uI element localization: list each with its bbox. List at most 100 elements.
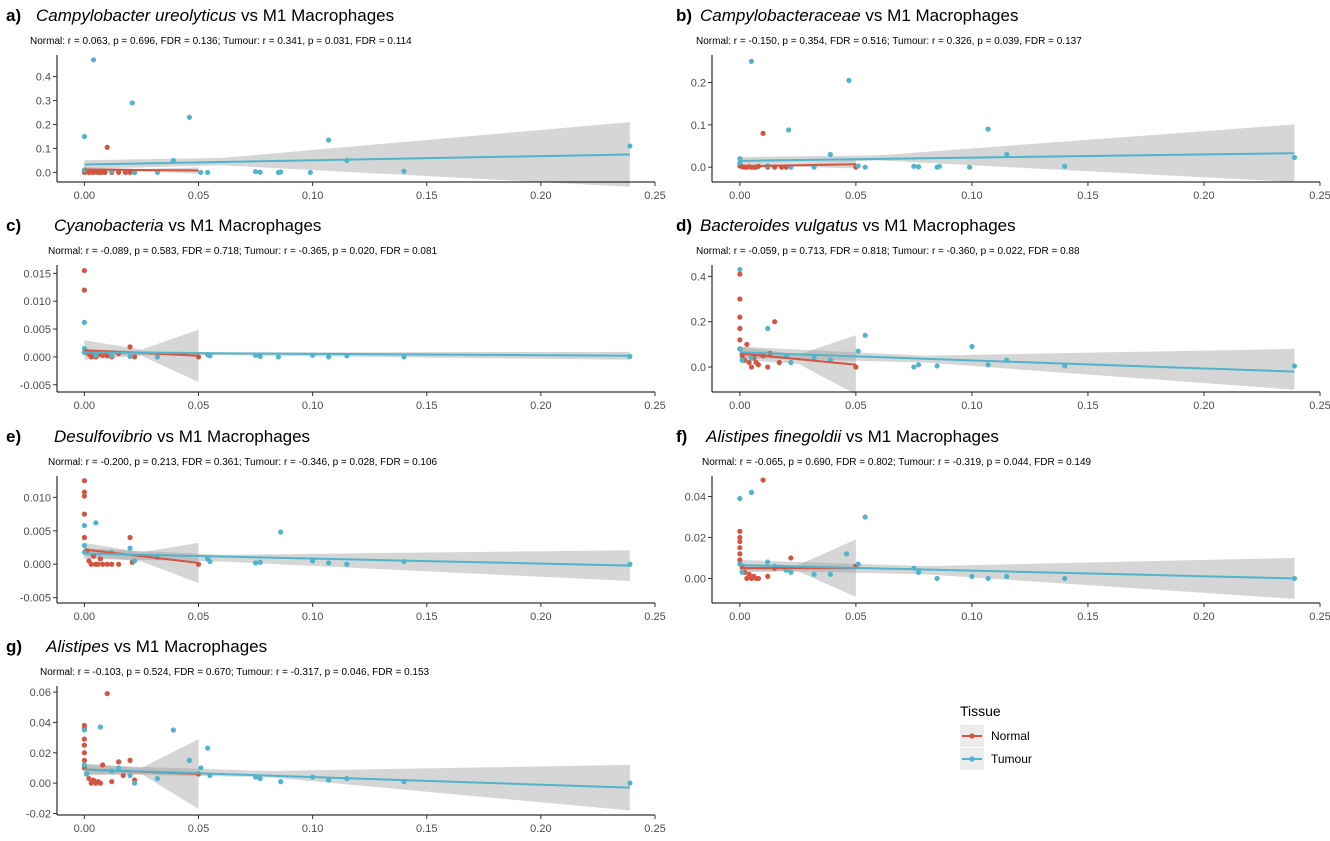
confidence-band-normal [739, 335, 856, 395]
x-tick-label: 0.05 [845, 611, 866, 623]
x-tick-label: 0.10 [961, 611, 982, 623]
data-point-tumour [1004, 573, 1010, 579]
data-point-tumour [307, 169, 313, 176]
data-point-tumour [198, 765, 204, 771]
data-point-tumour [326, 560, 332, 566]
x-tick-label: 0.00 [729, 611, 750, 623]
panel-subtitle: Normal: r = -0.059, p = 0.713, FDR = 0.8… [696, 246, 1080, 257]
x-tick-label: 0.20 [1193, 611, 1214, 623]
data-point-tumour [855, 561, 861, 567]
panel-title: Campylobacter ureolyticus vs M1 Macropha… [36, 6, 394, 25]
data-point-tumour [915, 569, 922, 575]
x-tick-label: 0.15 [1077, 611, 1098, 623]
data-point-tumour [846, 77, 852, 83]
y-tick-label: -0.005 [20, 380, 51, 392]
confidence-band-normal [84, 329, 199, 382]
data-point-normal [116, 561, 122, 567]
x-tick-label: 0.25 [644, 190, 665, 202]
data-point-normal [120, 772, 126, 779]
data-point-tumour [811, 571, 817, 577]
x-tick-label: 0.00 [729, 190, 750, 202]
x-tick-label: 0.15 [416, 823, 437, 835]
data-point-tumour [93, 352, 99, 358]
data-point-normal [109, 779, 115, 785]
data-point-tumour [1062, 575, 1068, 582]
data-point-tumour [401, 354, 407, 360]
data-point-tumour [170, 157, 177, 164]
panel-title: Alistipes finegoldii vs M1 Macrophages [705, 427, 999, 446]
data-point-normal [746, 571, 752, 577]
data-point-tumour [788, 569, 794, 575]
y-tick-label: 0.04 [685, 491, 706, 503]
x-tick-label: 0.25 [644, 400, 665, 412]
data-point-tumour [1062, 163, 1068, 169]
data-point-normal [109, 561, 115, 567]
y-tick-label: 0.010 [23, 296, 51, 308]
y-tick-label: 0.015 [23, 268, 51, 280]
data-point-normal [81, 489, 87, 495]
data-point-normal [744, 341, 750, 347]
data-point-tumour [81, 762, 87, 768]
panel-b: b) Campylobacteraceae vs M1 Macrophages No… [676, 6, 1330, 202]
confidence-band-tumour [84, 122, 630, 187]
x-tick-label: 0.10 [961, 190, 982, 202]
fit-line-normal [84, 168, 199, 172]
x-tick-label: 0.05 [188, 400, 209, 412]
x-tick-label: 0.15 [416, 190, 437, 202]
y-tick-label: 0.2 [691, 78, 706, 90]
x-tick-label: 0.25 [1309, 190, 1330, 202]
data-point-tumour [739, 357, 745, 363]
data-point-tumour [748, 489, 755, 495]
data-point-normal [97, 780, 103, 786]
fit-line-tumour [84, 153, 630, 166]
data-point-tumour [132, 169, 138, 176]
data-point-normal [81, 511, 87, 517]
data-point-tumour [969, 573, 975, 579]
data-point-tumour [627, 780, 633, 786]
y-tick-label: 0.2 [36, 119, 51, 131]
panel-title-taxon: Desulfovibrio [54, 427, 152, 446]
data-point-tumour [627, 143, 633, 149]
data-point-normal [81, 742, 87, 748]
legend-title: Tissue [960, 703, 1001, 719]
data-point-normal [737, 534, 743, 541]
data-point-tumour [132, 558, 138, 564]
data-point-normal [737, 551, 743, 557]
data-point-normal [86, 775, 92, 782]
data-point-normal [788, 555, 794, 561]
x-tick-label: 0.05 [188, 611, 209, 623]
data-point-tumour [344, 561, 350, 567]
data-point-tumour [154, 354, 161, 360]
x-tick-label: 0.05 [845, 190, 866, 202]
data-point-normal [81, 750, 87, 756]
data-point-tumour [855, 348, 861, 354]
data-point-normal [104, 144, 110, 150]
x-tick-label: 0.10 [302, 611, 323, 623]
panel-e: e) Desulfovibrio vs M1 Macrophages Normal:… [6, 427, 666, 623]
data-point-normal [104, 561, 110, 567]
data-point-normal [81, 287, 87, 293]
data-point-tumour [915, 362, 922, 368]
panel-title-rest: vs M1 Macrophages [841, 427, 999, 446]
data-point-tumour [765, 559, 771, 565]
data-point-normal [737, 538, 743, 545]
data-point-normal [81, 493, 87, 499]
y-tick-label: 0.0 [691, 162, 706, 174]
x-tick-label: 0.15 [1077, 400, 1098, 412]
panel-title-taxon: Alistipes [45, 637, 110, 656]
data-point-tumour [1291, 154, 1298, 161]
legend-item-tumour: Tumour [960, 748, 1032, 770]
data-point-normal [100, 352, 106, 358]
x-tick-label: 0.05 [188, 823, 209, 835]
data-point-tumour [785, 127, 792, 133]
data-point-tumour [843, 551, 850, 557]
data-point-tumour [326, 137, 332, 143]
x-tick-label: 0.05 [845, 400, 866, 412]
data-point-tumour [1291, 575, 1298, 582]
panel-title-taxon: Cyanobacteria [54, 216, 164, 235]
data-point-tumour [985, 575, 991, 582]
y-tick-label: 0.005 [23, 324, 51, 336]
data-point-tumour [207, 558, 213, 565]
y-tick-label: -0.005 [20, 593, 51, 605]
panel-subtitle: Normal: r = -0.089, p = 0.583, FDR = 0.7… [48, 246, 438, 257]
